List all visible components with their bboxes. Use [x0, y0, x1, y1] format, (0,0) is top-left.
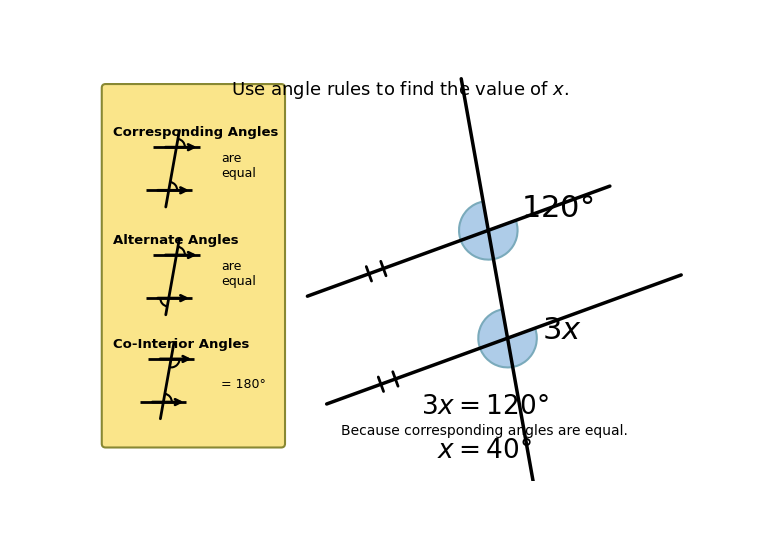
Text: $3x$: $3x$	[542, 315, 582, 346]
Text: Use angle rules to find the value of $x$.: Use angle rules to find the value of $x$…	[231, 79, 569, 100]
FancyBboxPatch shape	[101, 84, 285, 448]
Text: = 180°: = 180°	[221, 378, 266, 391]
Text: Because corresponding angles are equal.: Because corresponding angles are equal.	[341, 423, 628, 437]
Text: Alternate Angles: Alternate Angles	[113, 234, 239, 247]
Wedge shape	[478, 309, 537, 367]
Text: are
equal: are equal	[221, 260, 256, 288]
Text: $3x = 120°$: $3x = 120°$	[420, 394, 548, 421]
Text: are
equal: are equal	[221, 152, 256, 180]
Text: Corresponding Angles: Corresponding Angles	[113, 126, 278, 139]
Text: Co-Interior Angles: Co-Interior Angles	[113, 338, 250, 351]
Wedge shape	[459, 201, 518, 260]
Text: $120°$: $120°$	[520, 194, 593, 224]
Text: $x = 40°$: $x = 40°$	[437, 438, 532, 464]
